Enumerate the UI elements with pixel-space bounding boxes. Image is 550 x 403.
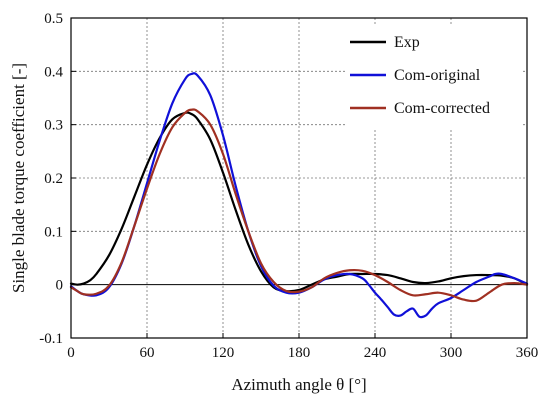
x-tick-label: 180 [288, 345, 311, 361]
x-tick-label: 300 [440, 345, 463, 361]
y-tick-label: 0 [56, 278, 64, 294]
y-tick-label: -0.1 [39, 331, 63, 347]
x-tick-label: 60 [140, 345, 155, 361]
tick-labels: 0 60 120 180 240 300 360-0.100.10.20.30.40.5 [39, 11, 538, 361]
y-tick-label: 0.2 [44, 171, 63, 187]
series-line-com-corrected [69, 108, 529, 303]
legend-label: Com-original [394, 67, 481, 84]
legend-label: Com-corrected [394, 100, 490, 117]
y-tick-label: 0.5 [44, 11, 63, 27]
legend-label: Exp [394, 34, 420, 51]
series-lines [69, 72, 529, 319]
y-axis-label: Single blade torque coefficient [-] [9, 63, 28, 293]
series-line-com-original [69, 72, 529, 319]
x-tick-label: 0 [67, 345, 75, 361]
x-tick-label: 120 [212, 345, 235, 361]
y-tick-label: 0.1 [44, 224, 63, 240]
x-axis-label: Azimuth angle θ [°] [231, 375, 366, 394]
legend: Exp Com-original Com-corrected [346, 26, 521, 129]
x-tick-label: 360 [516, 345, 539, 361]
y-tick-label: 0.3 [44, 118, 63, 134]
x-tick-label: 240 [364, 345, 387, 361]
y-tick-label: 0.4 [44, 64, 63, 80]
